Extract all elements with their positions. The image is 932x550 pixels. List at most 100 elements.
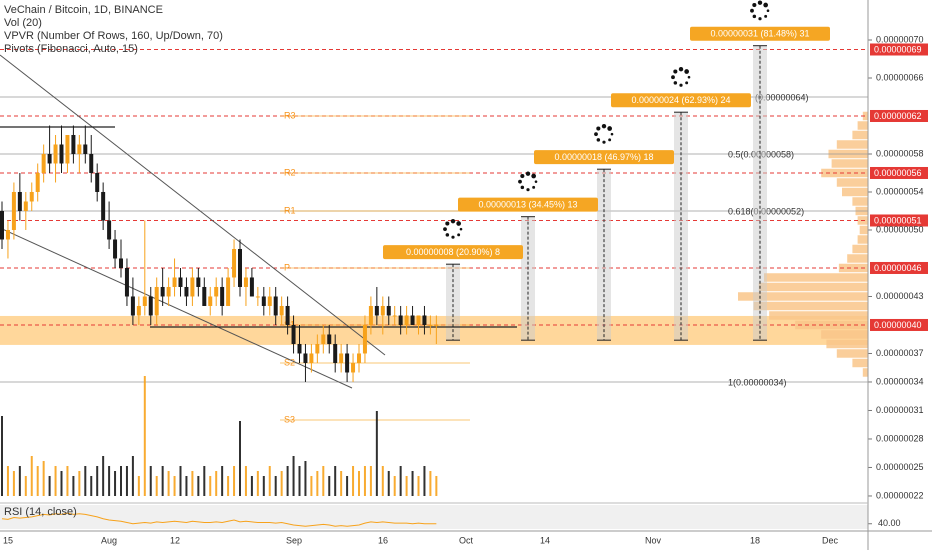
x-tick-label: 15 <box>3 535 13 545</box>
candle-body <box>35 172 40 192</box>
spinner-dot <box>518 179 522 184</box>
candle-body <box>11 191 16 230</box>
volume-bar <box>66 466 69 496</box>
spinner-dot <box>525 171 531 176</box>
volume-bar <box>30 456 33 496</box>
volume-bar <box>114 471 117 496</box>
target-label: 0.00000008 (20.90%) 8 <box>406 247 500 257</box>
target-box <box>690 26 830 41</box>
x-tick-label: Oct <box>459 535 474 545</box>
volume-bar <box>399 466 402 496</box>
pivot-label: S3 <box>284 414 295 424</box>
volume-bar <box>1 416 3 496</box>
candle-body <box>0 210 4 240</box>
pivot-label: R3 <box>284 110 296 120</box>
candle-body <box>380 305 385 316</box>
candle-body <box>77 144 82 154</box>
candle-body <box>83 144 88 154</box>
vpvr-row <box>836 140 868 149</box>
candle-body <box>261 296 266 306</box>
trendline <box>0 227 353 389</box>
volume-bar <box>387 471 390 496</box>
price-tag-label: 0.00000046 <box>874 263 922 273</box>
spinner-dot <box>457 233 461 237</box>
price-tag <box>870 261 928 274</box>
volume-bar <box>6 466 9 496</box>
x-tick-label: 16 <box>378 535 388 545</box>
candle-body <box>368 305 373 325</box>
spinner-dot <box>607 126 613 131</box>
candle-body <box>226 277 231 306</box>
vpvr-row <box>838 263 868 273</box>
candle-body <box>273 296 278 316</box>
target-column <box>674 112 688 341</box>
candle-body <box>17 191 22 211</box>
vpvr-row <box>836 178 868 187</box>
candle-body <box>136 305 141 316</box>
candle-body <box>47 153 52 164</box>
candle-body <box>351 362 356 373</box>
candle-body <box>267 296 272 306</box>
candle-body <box>434 324 439 326</box>
volume-bar <box>435 476 438 496</box>
candle-body <box>65 134 70 164</box>
volume-bar <box>274 476 277 496</box>
pivot-label: P <box>284 262 290 272</box>
volume-bar <box>286 466 289 496</box>
price-tag <box>870 43 928 56</box>
candle-body <box>29 191 34 202</box>
candle-body <box>130 296 135 316</box>
volume-bar <box>227 476 230 496</box>
back-layer: (0.00000064)0.5(0.00000058)0.618(0.00000… <box>0 45 868 529</box>
spinner-dot <box>520 185 525 190</box>
spinner-dot <box>763 2 769 8</box>
volume-bar <box>358 471 360 496</box>
y-tick-label: 0.00000025 <box>876 462 924 472</box>
spinner-dot <box>673 69 678 74</box>
volume-bar <box>60 471 63 496</box>
indicator-legend: VPVR (Number Of Rows, 160, Up/Down, 70) <box>4 30 223 42</box>
volume-bar <box>42 461 45 496</box>
volume-bar <box>250 476 253 496</box>
volume-bar <box>54 466 57 496</box>
candle-body <box>315 343 320 354</box>
price-tag-label: 0.00000056 <box>874 168 922 178</box>
candle-body <box>255 296 260 298</box>
vpvr-row <box>862 368 868 377</box>
volume-bar <box>108 466 111 496</box>
fib-label: 1(0.00000034) <box>728 377 787 387</box>
volume-bar <box>298 466 301 496</box>
candle-body <box>184 286 189 297</box>
spinner-dot <box>520 173 525 179</box>
volume-bar <box>18 466 21 496</box>
spinner-dot <box>450 218 456 224</box>
candle-body <box>327 334 332 344</box>
pivot-label: R2 <box>284 167 296 177</box>
volume-bar <box>155 476 158 496</box>
spinner-dot <box>684 69 690 74</box>
candle-body <box>357 353 361 363</box>
price-tag-label: 0.00000062 <box>874 111 922 121</box>
volume-bar <box>131 456 134 496</box>
target-label: 0.00000018 (46.97%) 18 <box>554 152 653 162</box>
candle-body <box>410 315 415 325</box>
volume-bar <box>209 476 212 496</box>
volume-bar <box>292 456 295 496</box>
price-tag <box>870 318 928 331</box>
x-tick-label: Sep <box>286 535 302 545</box>
volume-bar <box>322 466 325 496</box>
candle-body <box>89 153 94 173</box>
rsi-band <box>0 505 868 529</box>
y-tick-label: 0.00000070 <box>876 34 924 44</box>
volume-bar <box>381 466 384 496</box>
spinner-dot <box>445 221 450 226</box>
candle-body <box>160 286 165 297</box>
vpvr-row <box>852 244 868 254</box>
candle-body <box>95 172 100 192</box>
spinner-dot <box>750 8 754 13</box>
indicator-legend: Pivots (Fibonacci, Auto, 15) <box>4 43 138 55</box>
target-box <box>383 245 523 260</box>
price-tag-label: 0.00000051 <box>874 215 922 225</box>
candle-body <box>71 134 76 154</box>
volume-bar <box>393 476 396 496</box>
